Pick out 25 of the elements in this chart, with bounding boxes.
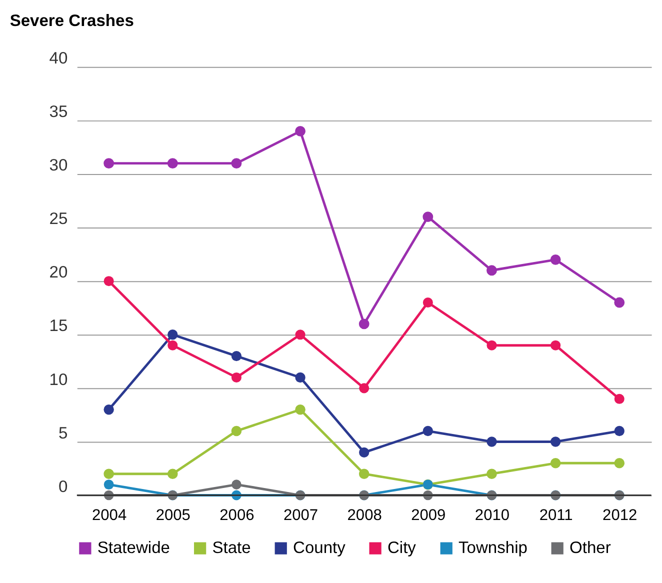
y-tick-label: 0 [58,476,68,496]
y-tick-label: 10 [49,370,68,389]
x-tick-label: 2006 [220,507,254,524]
x-tick-label: 2005 [156,507,190,524]
x-tick-label: 2008 [347,507,382,524]
x-tick-label: 2009 [411,507,446,524]
y-tick-label: 35 [49,102,68,122]
legend-label: Statewide [97,538,170,558]
legend-label: County [293,538,346,558]
y-tick-label: 5 [58,423,68,442]
x-tick-label: 2010 [474,507,510,524]
x-tick-label: 2011 [539,507,573,524]
y-tick-label: 15 [49,316,68,336]
chart-title: Severe Crashes [10,11,134,30]
y-tick-label: 20 [49,262,68,282]
y-tick-label: 30 [49,156,68,175]
x-tick-label: 2012 [602,507,638,524]
legend-label: City [387,538,417,558]
legend-label: Township [458,538,528,558]
x-tick-label: 2007 [283,507,318,524]
legend-label: State [212,538,251,558]
x-tick-label: 2004 [92,507,127,524]
y-tick-label: 25 [49,209,68,228]
y-tick-label: 40 [49,48,68,68]
legend-label: Other [570,538,612,558]
